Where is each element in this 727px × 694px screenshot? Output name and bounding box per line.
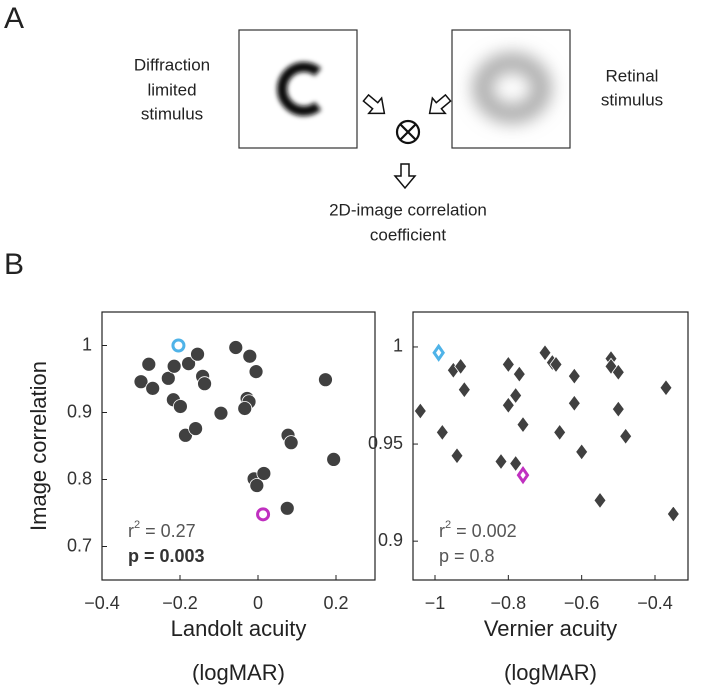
point bbox=[575, 443, 589, 461]
point bbox=[553, 423, 567, 442]
point bbox=[666, 505, 680, 523]
r-exponent: 2 bbox=[134, 519, 140, 531]
point bbox=[619, 427, 633, 445]
panel-label: B bbox=[4, 248, 24, 281]
x-tick-label: −0.4 bbox=[84, 593, 120, 613]
y-tick-label: 1 bbox=[82, 334, 92, 354]
point bbox=[509, 386, 523, 405]
point bbox=[538, 344, 552, 362]
otimes bbox=[395, 119, 421, 145]
point bbox=[457, 381, 471, 399]
x-tick-label: −0.8 bbox=[491, 593, 527, 613]
point bbox=[611, 400, 625, 418]
point bbox=[454, 357, 468, 376]
point bbox=[593, 491, 607, 510]
x-tick-label: 0 bbox=[253, 593, 263, 613]
point bbox=[256, 466, 272, 481]
x-tick-label: −1 bbox=[425, 593, 446, 613]
arrows bbox=[362, 93, 452, 190]
point bbox=[567, 394, 581, 412]
y-tick-label: 0.8 bbox=[67, 468, 92, 488]
x-tick-label: −0.4 bbox=[637, 593, 673, 613]
x-tick-label: 0.2 bbox=[323, 593, 348, 613]
point bbox=[190, 346, 205, 362]
point bbox=[133, 374, 149, 390]
r-symbol: r bbox=[128, 521, 134, 541]
point bbox=[197, 376, 212, 392]
point bbox=[283, 435, 299, 451]
stat-r2: r2 = 0.27 bbox=[128, 519, 196, 541]
panel-label: A bbox=[4, 2, 24, 35]
y-tick-label: 0.7 bbox=[67, 535, 92, 555]
retinal-blur bbox=[474, 54, 550, 122]
y-tick-label: 0.9 bbox=[378, 530, 403, 550]
plot-frame bbox=[412, 311, 689, 581]
x-tick-label: −0.6 bbox=[564, 593, 600, 613]
point bbox=[188, 421, 204, 436]
point bbox=[181, 356, 196, 371]
point bbox=[549, 355, 563, 374]
point bbox=[659, 379, 673, 397]
point bbox=[213, 405, 229, 421]
point bbox=[512, 365, 526, 383]
point bbox=[160, 370, 176, 386]
point bbox=[432, 343, 445, 362]
stimulus-box bbox=[238, 29, 358, 149]
point bbox=[450, 447, 464, 465]
point bbox=[249, 478, 265, 493]
point bbox=[279, 500, 295, 516]
y-axis-label: Image correlation bbox=[26, 361, 51, 531]
point bbox=[413, 402, 427, 420]
r-value: = 0.002 bbox=[451, 521, 517, 541]
point bbox=[141, 356, 157, 372]
point bbox=[248, 364, 264, 380]
point bbox=[604, 357, 618, 376]
point bbox=[242, 348, 258, 364]
r-value: = 0.27 bbox=[140, 521, 196, 541]
diagram-text: 2D-image correlation bbox=[329, 200, 487, 219]
y-tick-label: 1 bbox=[393, 336, 403, 356]
r-exponent: 2 bbox=[445, 519, 451, 531]
diagram-text: Diffraction bbox=[134, 55, 210, 74]
diagram-text: Retinal bbox=[606, 66, 659, 85]
point bbox=[435, 423, 449, 442]
point bbox=[501, 355, 515, 374]
plot-frame bbox=[101, 311, 376, 581]
r-symbol: r bbox=[439, 521, 445, 541]
landolt-c bbox=[277, 62, 322, 116]
point bbox=[516, 415, 530, 434]
stat-r2: r2 = 0.002 bbox=[439, 519, 517, 541]
diagram-text: stimulus bbox=[141, 104, 203, 123]
point bbox=[228, 340, 244, 355]
retinal-box bbox=[451, 29, 571, 149]
y-tick-label: 0.9 bbox=[67, 401, 92, 421]
point bbox=[171, 338, 186, 353]
point bbox=[494, 452, 508, 471]
point bbox=[326, 451, 342, 467]
point bbox=[166, 358, 182, 374]
point bbox=[145, 380, 161, 396]
point bbox=[256, 507, 271, 522]
x-axis-label: (logMAR) bbox=[504, 660, 597, 685]
point bbox=[501, 396, 515, 414]
y-tick-label: 0.95 bbox=[368, 433, 403, 453]
stat-p: p = 0.003 bbox=[128, 546, 205, 566]
x-tick-label: −0.2 bbox=[162, 593, 198, 613]
diagram-text: limited bbox=[147, 80, 196, 99]
point bbox=[567, 367, 581, 385]
point bbox=[172, 399, 188, 414]
point bbox=[611, 363, 625, 381]
x-axis-label: Vernier acuity bbox=[484, 616, 617, 641]
diagram-text: coefficient bbox=[370, 225, 447, 244]
x-axis-label: Landolt acuity bbox=[171, 616, 307, 641]
point bbox=[516, 465, 530, 485]
x-axis-label: (logMAR) bbox=[192, 660, 285, 685]
point bbox=[237, 401, 253, 416]
point bbox=[509, 454, 523, 473]
diagram-text: stimulus bbox=[601, 90, 663, 109]
point bbox=[318, 372, 333, 388]
stat-p: p = 0.8 bbox=[439, 546, 495, 566]
